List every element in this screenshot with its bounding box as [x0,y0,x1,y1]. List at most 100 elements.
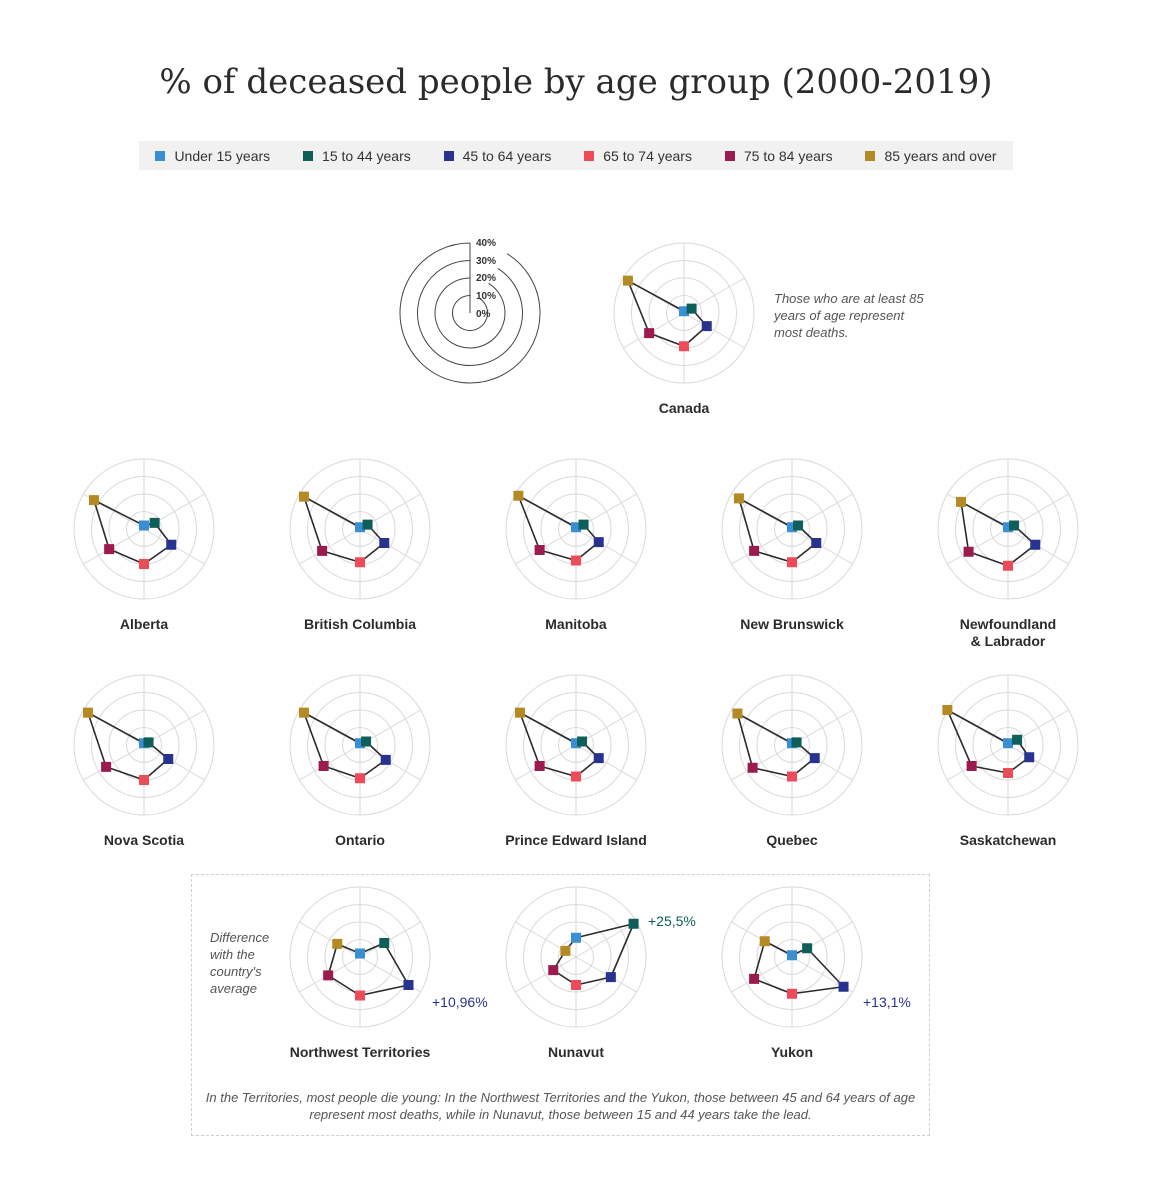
yukon-difference-label: +13,1% [863,994,911,1010]
legend-item-65-74: 65 to 74 years [584,148,692,164]
newfoundland-and-labrador-point-75-to-84-years [963,546,974,557]
manitoba-point-85-years-and-over [513,490,524,501]
quebec-spoke-2 [791,744,853,781]
nunavut-point-85-years-and-over [560,945,571,956]
northwest-territories-point-45-to-64-years [403,980,414,990]
canada-point-15-to-44-years [686,303,697,314]
newfoundland-and-labrador-point-15-to-44-years [1009,520,1020,531]
newfoundland-and-labrador-point-85-years-and-over [956,496,967,507]
british-columbia-point-75-to-84-years [317,545,328,556]
ontario-point-85-years-and-over [298,707,309,718]
nova-scotia-label: Nova Scotia [104,832,184,848]
radar-prince-edward-island: Prince Edward Island [505,674,647,848]
manitoba-label-line-0: Manitoba [545,616,607,632]
nova-scotia-point-85-years-and-over [82,707,93,718]
new-brunswick-point-75-to-84-years [749,545,760,556]
northwest-territories-point-15-to-44-years [379,938,390,948]
saskatchewan-point-15-to-44-years [1012,734,1023,745]
yukon-point-65-to-74-years [787,988,797,999]
alberta-point-85-years-and-over [88,495,99,506]
canada-point-75-to-84-years [644,328,655,339]
yukon-spoke-4 [731,956,793,993]
northwest-territories-spoke-1 [359,921,421,958]
nwt-difference-label: +10,96% [432,994,488,1010]
british-columbia-point-85-years-and-over [298,491,309,502]
saskatchewan-point-45-to-64-years [1024,752,1035,763]
radar-northwest-territories: Northwest Territories [289,886,431,1060]
new-brunswick-point-45-to-64-years [811,538,822,548]
ontario-point-75-to-84-years [318,761,329,771]
newfoundland-and-labrador-label-line-1: & Labrador [971,633,1046,649]
radar-yukon: Yukon [721,886,863,1060]
radar-canada: Canada [613,242,755,416]
scale-ring-10 [452,295,488,331]
scale-ring-20 [434,277,506,349]
northwest-territories-point-85-years-and-over [332,938,343,949]
difference-annotation: Difference with the country's average [210,930,270,996]
new-brunswick-point-15-to-44-years [793,520,804,531]
saskatchewan-spoke-2 [1007,744,1069,781]
new-brunswick-spoke-4 [731,528,793,565]
ontario-spoke-4 [299,744,361,781]
saskatchewan-label-line-0: Saskatchewan [960,832,1057,848]
alberta-label: Alberta [120,616,168,632]
british-columbia-label: British Columbia [304,616,416,632]
alberta-point-under-15-years [139,520,149,531]
legend-swatch-under-15 [155,150,166,161]
legend-item-85-plus: 85 years and over [865,147,997,164]
prince-edward-island-point-under-15-years [571,738,581,749]
scale-ring-40 [399,242,541,384]
yukon-point-15-to-44-years [802,943,813,954]
prince-edward-island-point-45-to-64-years [593,753,604,764]
scale-label-10: 10% [476,291,496,302]
nova-scotia-spoke-2 [143,744,205,781]
canada-annotation: Those who are at least 85 years of age r… [774,291,924,340]
northwest-territories-point-under-15-years [355,948,365,959]
prince-edward-island-point-75-to-84-years [534,761,545,771]
legend-swatch-15-44 [303,150,314,161]
ontario-polygon [303,711,387,780]
new-brunswick-label: New Brunswick [740,616,844,632]
scale-key: 40% 30% 20% 10% 0% [399,238,541,384]
territories-footnote: In the Territories, most people die youn… [205,1090,916,1122]
nova-scotia-spoke-4 [83,744,145,781]
ontario-point-65-to-74-years [355,773,365,784]
nunavut-spoke-1 [575,921,637,958]
northwest-territories-label-line-0: Northwest Territories [290,1044,431,1060]
canada-point-65-to-74-years [679,341,689,352]
nunavut-spoke-4 [515,956,577,993]
manitoba-point-under-15-years [571,522,581,533]
legend-label-under-15: Under 15 years [174,147,271,164]
alberta-point-65-to-74-years [139,559,149,569]
legend-swatch-65-74 [584,150,595,161]
legend-label-85-plus: 85 years and over [884,147,997,164]
nova-scotia-point-75-to-84-years [101,761,112,772]
radar-quebec: Quebec [721,674,863,848]
legend: Under 15 years 15 to 44 years 45 to 64 y… [139,141,1013,170]
alberta-label-line-0: Alberta [120,616,168,632]
alberta-point-75-to-84-years [104,544,115,555]
radar-british-columbia: British Columbia [289,458,431,632]
newfoundland-and-labrador-point-under-15-years [1003,522,1013,533]
prince-edward-island-label-line-0: Prince Edward Island [505,832,647,848]
territories-box [191,874,930,1136]
canada-label-line-0: Canada [659,400,710,416]
prince-edward-island-label: Prince Edward Island [505,832,647,848]
quebec-point-65-to-74-years [787,771,797,782]
ontario-point-under-15-years [355,738,365,749]
saskatchewan-point-75-to-84-years [966,761,977,771]
alberta-point-15-to-44-years [149,517,160,528]
legend-swatch-45-64 [443,150,454,161]
yukon-point-under-15-years [787,950,797,961]
quebec-spoke-4 [731,744,793,781]
legend-swatch-75-84 [724,150,735,161]
prince-edward-island-point-15-to-44-years [577,736,588,747]
legend-item-under-15: Under 15 years [155,148,270,164]
saskatchewan-label: Saskatchewan [960,832,1057,848]
alberta-point-45-to-64-years [166,539,177,550]
saskatchewan-point-85-years-and-over [942,705,953,715]
northwest-territories-label: Northwest Territories [290,1044,431,1060]
quebec-point-75-to-84-years [747,762,758,773]
quebec-spoke-1 [791,709,853,746]
